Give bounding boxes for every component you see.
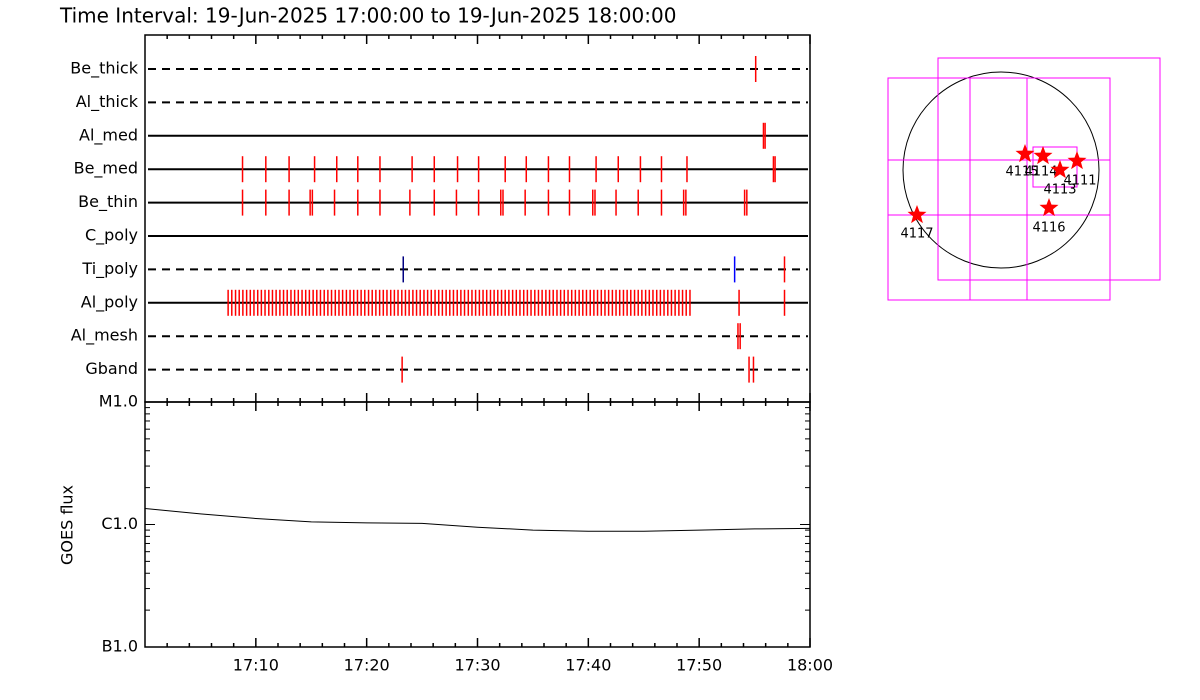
active-region (1033, 146, 1053, 165)
active-region (1039, 198, 1059, 217)
x-tick-label: 18:00 (787, 656, 833, 675)
active-region (907, 205, 927, 224)
region-label: 4114 (1024, 165, 1057, 180)
row-label: Al_poly (81, 292, 138, 312)
row-label: Be_med (74, 159, 138, 179)
y-axis-label: GOES flux (58, 485, 77, 565)
pointing-box (937, 57, 1161, 281)
region-label: 4113 (1043, 183, 1076, 198)
active-region (1067, 151, 1087, 170)
x-tick-label: 17:10 (233, 656, 279, 675)
row-label: Al_mesh (71, 326, 138, 346)
row-label: Be_thin (78, 192, 138, 212)
y-tick-label: C1.0 (101, 514, 138, 533)
pointing-box (1032, 146, 1078, 188)
region-label: 4115 (1005, 165, 1038, 180)
x-tick-label: 17:50 (676, 656, 722, 675)
region-label: 4116 (1032, 221, 1065, 236)
region-label: 4111 (1063, 174, 1096, 189)
pointing-box (887, 77, 1111, 301)
row-label: C_poly (85, 226, 138, 246)
row-label: Al_med (79, 125, 138, 145)
goes-curve (144, 508, 811, 532)
row-label: Ti_poly (81, 259, 138, 279)
row-label: Al_thick (76, 92, 139, 112)
solar-disk (902, 71, 1100, 269)
row-label: Gband (85, 359, 138, 378)
row-label: Be_thick (70, 59, 138, 79)
x-tick-label: 17:40 (565, 656, 611, 675)
goes-frame (144, 401, 811, 648)
y-tick-label: M1.0 (99, 392, 138, 411)
chart-title: Time Interval: 19-Jun-2025 17:00:00 to 1… (59, 4, 676, 28)
timeline-frame (144, 34, 811, 403)
active-region (1015, 144, 1035, 163)
active-region (1050, 160, 1070, 179)
y-tick-label: B1.0 (102, 637, 138, 656)
region-label: 4117 (900, 227, 933, 242)
x-tick-label: 17:20 (344, 656, 390, 675)
x-tick-label: 17:30 (454, 656, 500, 675)
